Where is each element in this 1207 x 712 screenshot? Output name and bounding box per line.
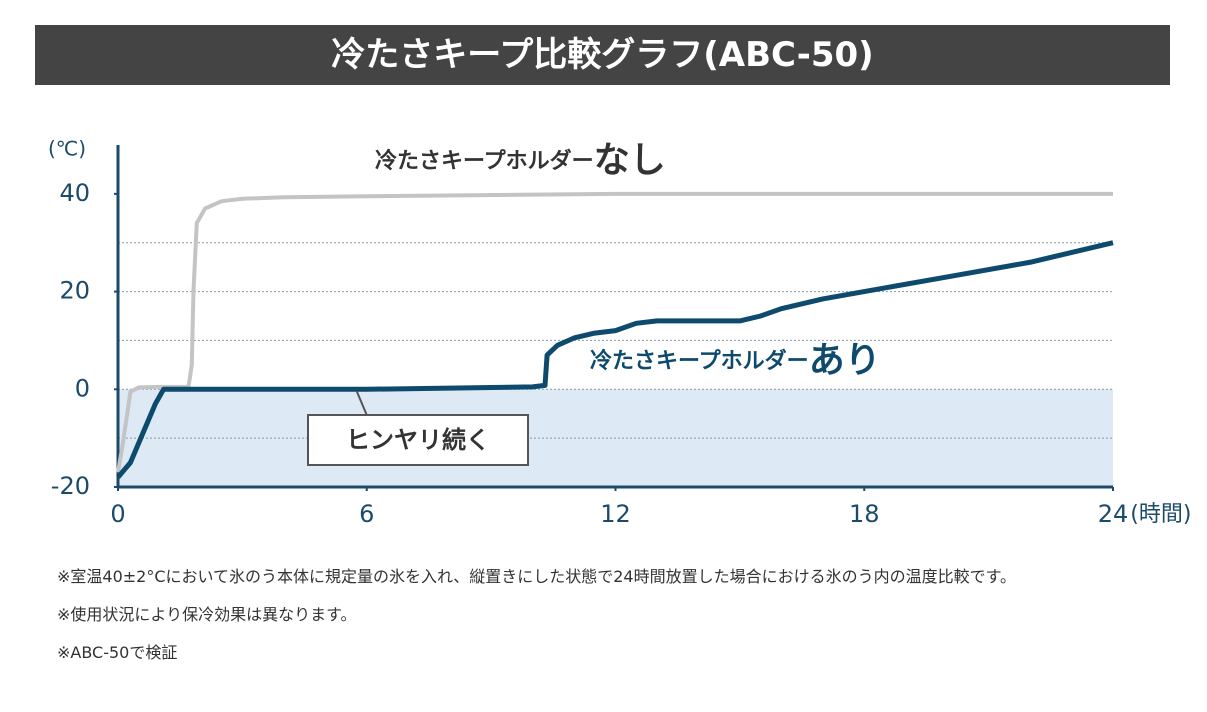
x-axis-label: (時間) — [1130, 502, 1191, 527]
series-label-name: あり — [809, 340, 881, 381]
callout-box — [307, 414, 529, 466]
y-tick-label: 0 — [75, 374, 90, 402]
series-label: 冷たさキープホルダーなし — [375, 140, 666, 181]
series-label-name: なし — [594, 140, 666, 181]
series-label-prefix: 冷たさキープホルダー — [375, 148, 594, 174]
note: ※使用状況により保冷効果は異なります。 — [57, 605, 357, 624]
y-axis-label: (℃) — [48, 137, 86, 161]
series-label-prefix: 冷たさキープホルダー — [590, 348, 809, 374]
series-line — [116, 191, 1113, 473]
y-tick-label: -20 — [51, 472, 90, 500]
x-tick-label: 18 — [849, 500, 880, 528]
x-tick-label: 12 — [600, 500, 631, 528]
x-tick-label: 0 — [110, 500, 125, 528]
x-tick-label: 24 — [1098, 500, 1129, 528]
series-label: 冷たさキープホルダーあり — [590, 340, 881, 381]
y-tick-label: 20 — [59, 277, 90, 305]
callout-line — [355, 390, 368, 416]
callout-text: ヒンヤリ続く — [346, 426, 490, 454]
x-tick-label: 6 — [359, 500, 374, 528]
series-line — [116, 240, 1114, 479]
note: ※室温40±2°Cにおいて氷のう本体に規定量の氷を入れ、縦置きにした状態で24時… — [57, 567, 1016, 586]
chart-title: 冷たさキープ比較グラフ(ABC-50) — [35, 25, 1170, 85]
notes: ※室温40±2°Cにおいて氷のう本体に規定量の氷を入れ、縦置きにした状態で24時… — [57, 563, 1167, 677]
note: ※ABC-50で検証 — [57, 643, 178, 662]
y-tick-label: 40 — [59, 179, 90, 207]
